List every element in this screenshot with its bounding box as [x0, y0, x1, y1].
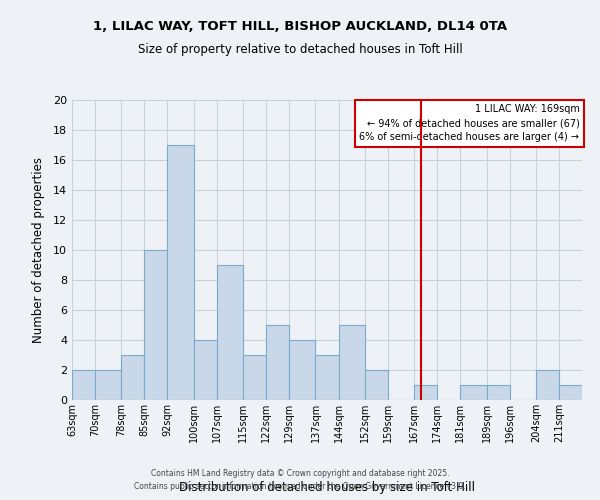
Text: 1 LILAC WAY: 169sqm
← 94% of detached houses are smaller (67)
6% of semi-detache: 1 LILAC WAY: 169sqm ← 94% of detached ho… [359, 104, 580, 142]
Bar [536, 370, 559, 400]
Bar [338, 325, 365, 400]
Bar [289, 340, 316, 400]
Bar [217, 265, 243, 400]
Text: Contains HM Land Registry data © Crown copyright and database right 2025.: Contains HM Land Registry data © Crown c… [151, 468, 449, 477]
Bar [243, 355, 266, 400]
Y-axis label: Number of detached properties: Number of detached properties [32, 157, 44, 343]
Bar [316, 355, 338, 400]
X-axis label: Distribution of detached houses by size in Toft Hill: Distribution of detached houses by size … [179, 481, 475, 494]
Bar [72, 370, 95, 400]
Text: Size of property relative to detached houses in Toft Hill: Size of property relative to detached ho… [137, 42, 463, 56]
Text: 1, LILAC WAY, TOFT HILL, BISHOP AUCKLAND, DL14 0TA: 1, LILAC WAY, TOFT HILL, BISHOP AUCKLAND… [93, 20, 507, 33]
Bar [414, 385, 437, 400]
Bar [145, 250, 167, 400]
Bar [460, 385, 487, 400]
Bar [194, 340, 217, 400]
Bar [95, 370, 121, 400]
Bar [559, 385, 582, 400]
Bar [365, 370, 388, 400]
Bar [167, 145, 194, 400]
Bar [266, 325, 289, 400]
Text: Contains public sector information licensed under the Open Government Licence v3: Contains public sector information licen… [134, 482, 466, 491]
Bar [487, 385, 509, 400]
Bar [121, 355, 145, 400]
